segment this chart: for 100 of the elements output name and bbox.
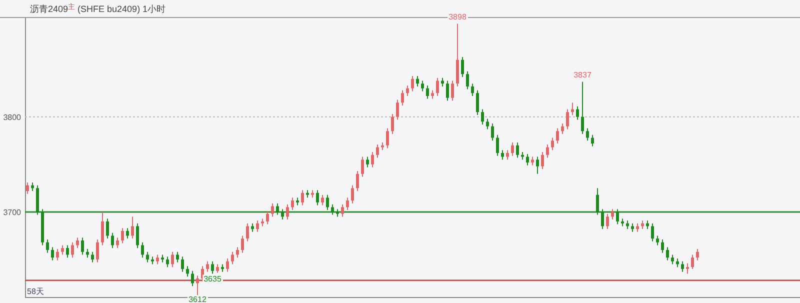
candlestick xyxy=(156,254,159,265)
annotation: 3635 xyxy=(204,274,222,284)
candlestick xyxy=(611,208,614,220)
annotation: 3898 xyxy=(448,12,467,22)
candlestick xyxy=(461,56,464,78)
candlestick xyxy=(71,242,74,258)
candlestick xyxy=(386,128,389,149)
candlestick xyxy=(361,156,364,178)
candlestick xyxy=(451,80,454,102)
annotation: 58天 xyxy=(27,287,44,296)
candlestick xyxy=(511,142,514,156)
candlestick xyxy=(66,244,69,258)
candlestick xyxy=(281,208,284,220)
candlestick xyxy=(101,211,104,246)
candlestick xyxy=(146,251,149,263)
candlestick xyxy=(616,208,619,225)
candlestick xyxy=(206,260,209,272)
candlestick xyxy=(411,75,414,92)
candlestick xyxy=(346,197,349,211)
candlestick xyxy=(191,270,194,287)
candlestick xyxy=(291,197,294,211)
candlestick xyxy=(131,216,134,240)
candlestick xyxy=(576,106,579,120)
annotation: 3837 xyxy=(574,70,592,80)
candlestick xyxy=(596,188,599,216)
y-tick-label: 3800 xyxy=(3,112,22,122)
candlestick xyxy=(286,204,289,220)
candlestick xyxy=(606,213,609,230)
candlestick xyxy=(516,142,519,158)
candlestick xyxy=(26,182,29,194)
candlestick xyxy=(541,152,544,170)
candlestick xyxy=(696,248,699,261)
candlestick xyxy=(111,232,114,249)
candlestick xyxy=(321,194,324,206)
candlestick xyxy=(341,204,344,218)
candlestick xyxy=(396,99,399,120)
candlestick xyxy=(686,262,689,274)
candlestick xyxy=(266,210,269,225)
candlestick xyxy=(601,208,604,230)
candlestick xyxy=(566,108,569,130)
candlestick xyxy=(546,144,549,158)
candlestick xyxy=(176,251,179,263)
candlestick xyxy=(651,222,654,242)
candlestick xyxy=(81,237,84,256)
candlestick xyxy=(236,246,239,258)
candlestick xyxy=(556,128,559,144)
candlestick xyxy=(51,246,54,261)
candlestick xyxy=(166,256,169,268)
candlestick xyxy=(591,134,594,147)
candlestick xyxy=(171,251,174,268)
candlestick xyxy=(661,239,664,254)
candlestick xyxy=(476,90,479,116)
candlestick xyxy=(371,152,374,168)
candlestick xyxy=(446,80,449,102)
candlestick xyxy=(506,150,509,160)
candlestick xyxy=(351,184,354,204)
candlestick xyxy=(106,218,109,240)
candlestick xyxy=(456,23,459,87)
candlestick xyxy=(486,118,489,130)
candlestick xyxy=(481,108,484,125)
candlestick xyxy=(391,114,394,134)
candlestick xyxy=(76,237,79,249)
chart-title: 沥青2409$^{主}$ (SHFE bu2409) 1小时 xyxy=(30,2,166,14)
candlestick xyxy=(46,239,49,254)
candlestick xyxy=(256,220,259,232)
candlestick xyxy=(276,202,279,216)
candlestick xyxy=(271,202,274,218)
candlestick xyxy=(181,256,184,272)
candlestick xyxy=(301,190,304,206)
candlestick xyxy=(406,85,409,96)
annotation: 3612 xyxy=(188,295,207,303)
candlestick xyxy=(526,153,529,166)
candlestick xyxy=(416,75,419,87)
candlestick xyxy=(331,204,334,216)
candlestick xyxy=(126,228,129,240)
candlestick xyxy=(656,235,659,246)
candlestick xyxy=(421,80,424,92)
candlestick xyxy=(246,222,249,242)
candlestick xyxy=(436,77,439,96)
candlestick xyxy=(196,275,199,296)
candlestick xyxy=(581,81,584,134)
candlestick xyxy=(136,222,139,249)
candlestick xyxy=(141,242,144,258)
candlestick xyxy=(316,190,319,206)
candlestick xyxy=(356,170,359,192)
candlestick xyxy=(121,228,124,244)
candlestick xyxy=(36,184,39,216)
candlestick xyxy=(501,150,504,160)
candlestick xyxy=(226,258,229,272)
candlestick xyxy=(231,251,234,265)
candlestick xyxy=(96,239,99,263)
candlestick xyxy=(366,156,369,168)
candlestick xyxy=(471,83,474,96)
candlestick xyxy=(561,123,564,134)
candlestick xyxy=(671,254,674,265)
candlestick xyxy=(116,237,119,249)
candlestick xyxy=(496,134,499,156)
candlestick xyxy=(186,266,189,278)
candlestick xyxy=(401,90,404,106)
candlestick xyxy=(426,85,429,100)
